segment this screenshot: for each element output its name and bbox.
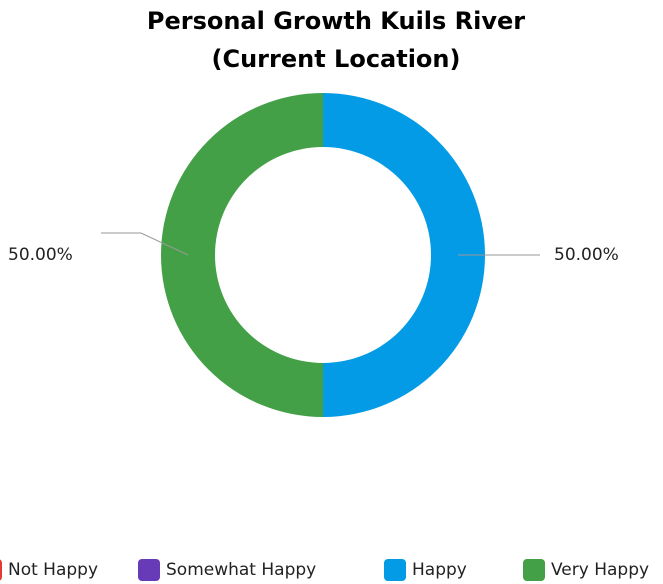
- chart-title: Personal Growth Kuils River: [147, 7, 525, 35]
- legend-label: Not Happy: [8, 560, 98, 580]
- legend-label: Happy: [412, 560, 467, 580]
- data-label: 50.00%: [8, 245, 73, 265]
- legend-swatch: [384, 559, 406, 581]
- legend-swatch: [523, 559, 545, 581]
- legend-swatch: [0, 559, 2, 581]
- leader-line: [101, 232, 189, 256]
- legend-swatch: [138, 559, 160, 581]
- data-label: 50.00%: [554, 245, 619, 265]
- chart-title: (Current Location): [212, 45, 461, 73]
- donut-slice: [161, 93, 323, 417]
- donut-slice: [323, 93, 485, 417]
- legend-label: Very Happy: [551, 560, 649, 580]
- legend-label: Somewhat Happy: [166, 560, 316, 580]
